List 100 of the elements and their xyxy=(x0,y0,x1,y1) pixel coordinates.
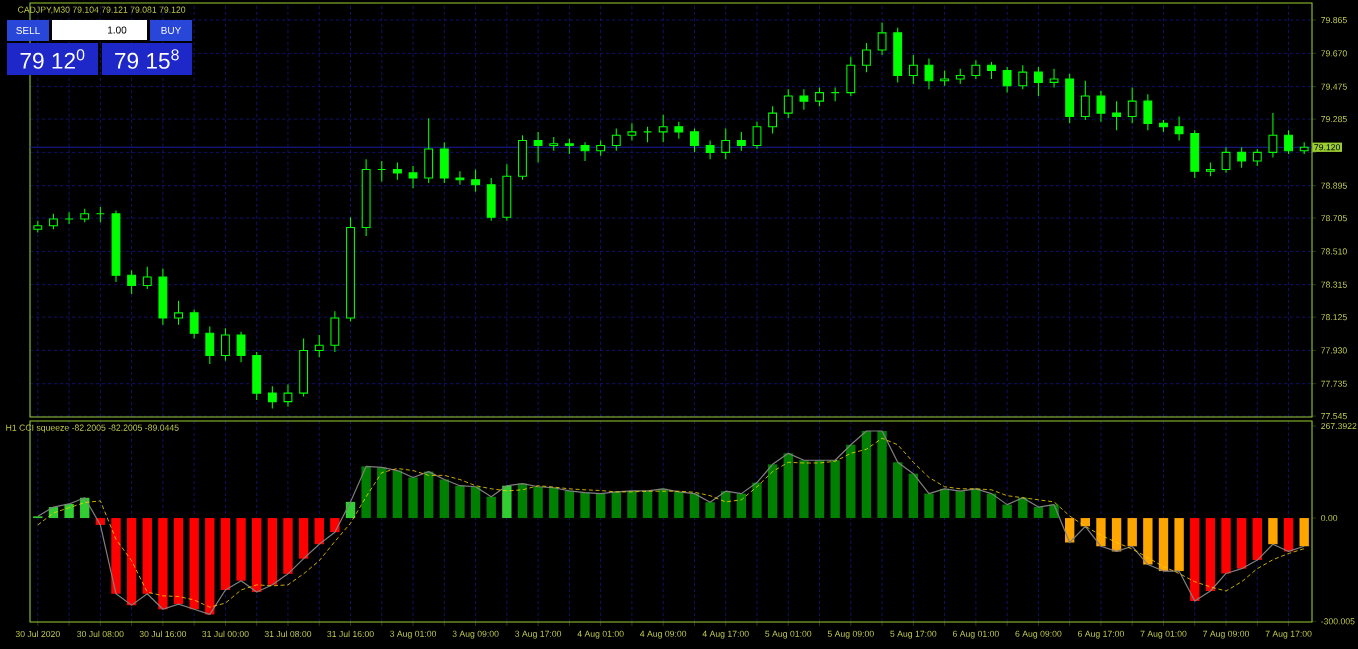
bar xyxy=(689,493,700,519)
y-tick-label: 79.670 xyxy=(1321,50,1347,57)
y-tick-label: 79.865 xyxy=(1321,17,1347,24)
candlestick xyxy=(861,42,871,73)
x-tick-label: 6 Aug 01:00 xyxy=(952,630,999,639)
candlestick xyxy=(908,54,918,85)
y-tick-label: 78.125 xyxy=(1321,314,1347,321)
bar xyxy=(392,470,403,519)
annotation: 1.00 xyxy=(108,26,127,34)
bar xyxy=(830,460,840,519)
candlestick xyxy=(736,131,746,152)
candlestick xyxy=(220,327,230,362)
bar xyxy=(1143,518,1153,565)
y-tick-label: -300.005 xyxy=(1321,618,1355,625)
y-tick-label: 78.705 xyxy=(1321,215,1347,222)
y-tick-label: 77.735 xyxy=(1321,380,1347,387)
x-tick-label: 7 Aug 09:00 xyxy=(1203,630,1250,639)
x-tick-label: 31 Jul 16:00 xyxy=(327,630,374,638)
candlestick xyxy=(924,57,934,90)
candlestick xyxy=(174,300,183,326)
bar xyxy=(1096,518,1106,547)
chart-title: CADJPY,M30 79.104 79.121 79.081 79.120 xyxy=(18,6,186,14)
candlestick xyxy=(471,168,481,193)
candlestick xyxy=(64,211,74,225)
candlestick xyxy=(1284,129,1293,155)
candlestick xyxy=(971,59,981,80)
bar xyxy=(658,488,668,519)
x-tick-label: 3 Aug 01:00 xyxy=(390,630,437,639)
bar xyxy=(408,477,418,519)
bar xyxy=(767,464,778,519)
candlestick xyxy=(690,127,699,153)
candlestick xyxy=(127,269,137,295)
candlestick xyxy=(721,127,731,160)
bar xyxy=(1190,518,1200,601)
y-tick-label: 77.545 xyxy=(1321,413,1347,420)
bar xyxy=(502,485,512,519)
x-tick-label: 5 Aug 09:00 xyxy=(827,630,874,639)
candlestick xyxy=(283,384,293,408)
bar xyxy=(877,430,887,519)
y-tick-label: 78.510 xyxy=(1321,248,1347,255)
bar xyxy=(674,491,684,519)
bar xyxy=(783,453,793,519)
x-tick-label: 31 Jul 08:00 xyxy=(264,630,312,638)
bar xyxy=(267,518,278,585)
x-tick-label: 7 Aug 01:00 xyxy=(1140,630,1187,639)
candlestick xyxy=(1018,64,1028,90)
candlestick xyxy=(1049,68,1059,89)
bar xyxy=(971,488,981,519)
bar xyxy=(111,518,121,594)
annotation: 79 15$^{8}$ xyxy=(115,49,179,69)
candlestick xyxy=(314,334,324,358)
candlestick xyxy=(236,331,246,363)
bar xyxy=(814,460,825,519)
bar xyxy=(377,467,387,519)
x-tick-label: 3 Aug 09:00 xyxy=(452,630,499,639)
bar xyxy=(142,518,152,594)
x-tick-label: 4 Aug 09:00 xyxy=(640,630,687,639)
candlestick xyxy=(627,122,637,141)
bar xyxy=(705,502,715,519)
bar xyxy=(924,493,934,519)
candlestick xyxy=(611,127,621,152)
x-tick-label: 30 Jul 08:00 xyxy=(77,630,124,638)
bar xyxy=(189,518,199,610)
bar xyxy=(517,483,528,519)
x-tick-label: 5 Aug 17:00 xyxy=(890,630,937,639)
bar xyxy=(220,518,231,590)
annotation: BUY xyxy=(161,26,182,34)
candlestick xyxy=(1033,66,1043,97)
bar xyxy=(939,488,950,519)
candlestick xyxy=(1112,100,1122,131)
bar xyxy=(549,487,559,519)
y-tick-label: 79.285 xyxy=(1321,116,1347,123)
bar xyxy=(252,518,262,593)
annotation: SELL xyxy=(16,26,40,35)
candlestick xyxy=(799,88,809,111)
x-tick-label: 6 Aug 09:00 xyxy=(1015,630,1062,639)
bar xyxy=(986,493,997,519)
bar xyxy=(1236,518,1247,569)
candlestick xyxy=(877,22,887,56)
x-tick-label: 30 Jul 2020 xyxy=(15,630,60,638)
bar xyxy=(423,471,434,519)
x-tick-label: 31 Jul 00:00 xyxy=(202,630,249,638)
x-tick-label: 4 Aug 17:00 xyxy=(702,630,749,639)
bar xyxy=(564,490,575,519)
bar xyxy=(455,485,465,519)
y-tick-label: 78.315 xyxy=(1321,281,1347,288)
x-tick-label: 30 Jul 16:00 xyxy=(139,630,187,638)
bar xyxy=(1221,518,1231,574)
bar xyxy=(236,518,246,581)
bar xyxy=(1268,518,1278,545)
candlestick xyxy=(658,114,668,143)
candlestick xyxy=(1127,86,1137,124)
candlestick xyxy=(768,105,778,135)
bar xyxy=(1283,518,1294,552)
y-tick-label: 79.475 xyxy=(1321,83,1347,90)
bar xyxy=(1205,518,1216,592)
bar xyxy=(486,496,496,519)
bar xyxy=(126,518,137,606)
candlestick xyxy=(455,170,465,186)
bar xyxy=(205,518,215,615)
